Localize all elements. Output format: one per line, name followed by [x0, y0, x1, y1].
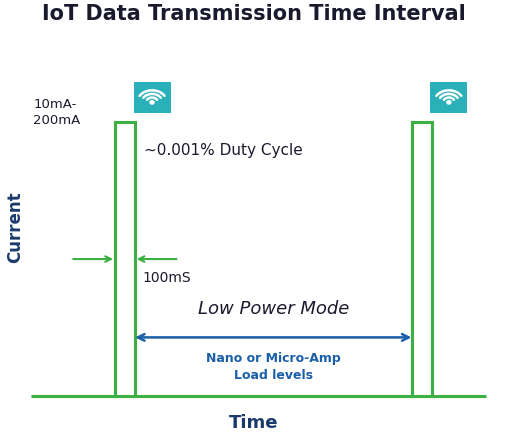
Title: IoT Data Transmission Time Interval: IoT Data Transmission Time Interval — [41, 4, 465, 24]
Text: 10mA-
200mA: 10mA- 200mA — [33, 98, 81, 127]
Text: Time: Time — [229, 414, 278, 432]
Text: Current: Current — [6, 191, 24, 263]
Bar — [430, 82, 468, 113]
Circle shape — [447, 101, 451, 104]
Text: ~0.001% Duty Cycle: ~0.001% Duty Cycle — [144, 143, 303, 158]
Bar — [133, 82, 171, 113]
Text: Nano or Micro-Amp
Load levels: Nano or Micro-Amp Load levels — [206, 352, 341, 382]
Text: Low Power Mode: Low Power Mode — [197, 300, 349, 318]
Circle shape — [150, 101, 154, 104]
Text: 100mS: 100mS — [142, 271, 191, 285]
